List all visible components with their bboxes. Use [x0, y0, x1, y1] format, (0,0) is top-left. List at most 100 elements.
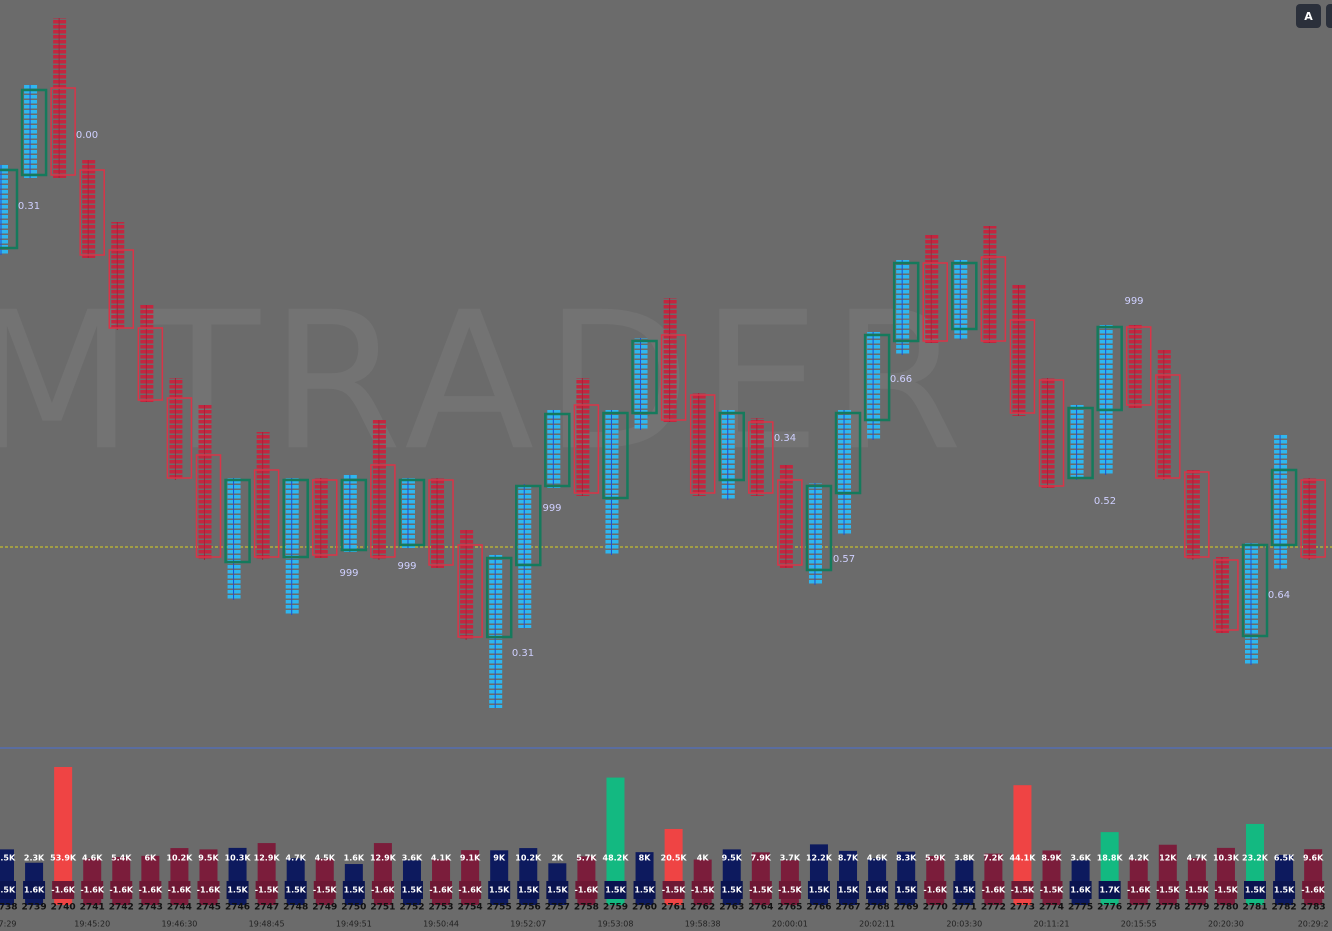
time-label: 19:48:45: [249, 920, 285, 929]
delta-cell: [546, 881, 569, 899]
volume-label: 10.2K: [515, 854, 542, 863]
volume-label: 20.5K: [661, 854, 688, 863]
delta-label: -1.6K: [575, 886, 599, 895]
delta-label: 1.6K: [1070, 886, 1091, 895]
volume-label: 6.5K: [1274, 854, 1295, 863]
candle-box: [1125, 326, 1152, 406]
volume-label: 2.3K: [24, 854, 45, 863]
annotation: 999: [339, 568, 358, 579]
bar-index: 2755: [487, 903, 512, 913]
candle-box: [108, 249, 135, 329]
delta-label: -1.5K: [1156, 886, 1180, 895]
toolbar-button[interactable]: [1296, 4, 1321, 28]
volume-label: 5.4K: [111, 854, 132, 863]
candle-box: [1300, 479, 1326, 558]
delta-cell: [342, 881, 365, 899]
candle-box: [166, 397, 193, 479]
delta-label: 1.5K: [518, 886, 539, 895]
time-label: 20:29:2: [1298, 920, 1329, 929]
delta-label: -1.5K: [1040, 886, 1064, 895]
delta-label: -1.6K: [923, 886, 947, 895]
candle-box: [573, 404, 600, 494]
bar-index: 2742: [109, 903, 134, 913]
candle-box: [1067, 406, 1094, 480]
delta-label: 1.5K: [896, 886, 917, 895]
volume-label: 12.9K: [254, 854, 281, 863]
candle-box: [1009, 319, 1036, 414]
delta-cell: [1273, 881, 1296, 899]
candle-box: [515, 484, 542, 567]
delta-cell: [982, 881, 1005, 899]
delta-label: -1.5K: [1011, 886, 1035, 895]
delta-label: 1.5K: [344, 886, 365, 895]
candle-box: [398, 478, 426, 547]
delta-cell: [197, 881, 220, 899]
delta-cell: [1214, 881, 1237, 899]
delta-label: 1.5K: [954, 886, 975, 895]
delta-label: 1.5K: [605, 886, 626, 895]
delta-label: -1.5K: [1214, 886, 1238, 895]
candle-box: [195, 454, 222, 558]
delta-cell: [400, 881, 423, 899]
volume-label: 3.6K: [402, 854, 423, 863]
annotation: 0.66: [890, 374, 912, 385]
toolbar-button[interactable]: [1326, 4, 1332, 28]
volume-label: 48.2K: [603, 854, 630, 863]
delta-cell: [1040, 881, 1063, 899]
candle-box: [602, 411, 629, 500]
annotation: 0.31: [512, 648, 534, 659]
candle-box: [1270, 468, 1298, 547]
bar-index: 2743: [138, 903, 163, 913]
candle-box: [50, 87, 76, 176]
bar-index: 2739: [22, 903, 47, 913]
volume-label: 5.7K: [576, 854, 597, 863]
time-label: 20:02:11: [859, 920, 895, 929]
volume-label: 9.1K: [460, 854, 481, 863]
volume-label: 6K: [144, 854, 157, 863]
bar-index: 2774: [1039, 903, 1064, 913]
candle-box: [777, 479, 803, 566]
delta-cell: [459, 881, 482, 899]
time-label: 20:15:55: [1121, 920, 1157, 929]
bar-index: 2748: [283, 903, 308, 913]
delta-label: 1.6K: [867, 886, 888, 895]
delta-cell: [81, 881, 104, 899]
volume-label: 18.8K: [1097, 854, 1124, 863]
bar-index: 2768: [865, 903, 890, 913]
candle-box: [0, 168, 19, 250]
delta-label: -1.6K: [51, 886, 75, 895]
volume-label: 44.1K: [1009, 854, 1036, 863]
bar-index: 2770: [923, 903, 948, 913]
delta-label: -1.6K: [371, 886, 395, 895]
delta-label: 1.5K: [489, 886, 510, 895]
delta-cell: [430, 881, 453, 899]
delta-cell: [52, 881, 75, 899]
bar-index: 2769: [894, 903, 919, 913]
bar-index: 2750: [341, 903, 366, 913]
delta-label: 1.6K: [24, 886, 45, 895]
volume-label: 4.6K: [82, 854, 103, 863]
bar-index: 2760: [632, 903, 657, 913]
delta-cell: [633, 881, 656, 899]
time-label: 19:58:38: [685, 920, 721, 929]
candle-box: [660, 334, 687, 421]
volume-label: 7.2K: [983, 854, 1004, 863]
volume-label: 8K: [639, 854, 652, 863]
time-label: 19:50:44: [423, 920, 459, 929]
delta-cell: [1302, 881, 1325, 899]
bar-index: 2773: [1010, 903, 1035, 913]
annotation: 0.57: [833, 554, 855, 565]
bar-index: 2740: [51, 903, 76, 913]
delta-label: -1.6K: [197, 886, 221, 895]
bar-index: 2764: [748, 903, 773, 913]
toolbar-button-label[interactable]: A: [1304, 10, 1313, 23]
volume-label: 3.6K: [1070, 854, 1091, 863]
bar-index: 2765: [777, 903, 802, 913]
delta-label: -1.6K: [982, 886, 1006, 895]
bar-index: 2757: [545, 903, 570, 913]
candle-box: [340, 478, 368, 552]
bar-index: 2754: [458, 903, 483, 913]
candle-box: [312, 479, 338, 556]
delta-cell: [139, 881, 162, 899]
bar-index: 2779: [1184, 903, 1209, 913]
